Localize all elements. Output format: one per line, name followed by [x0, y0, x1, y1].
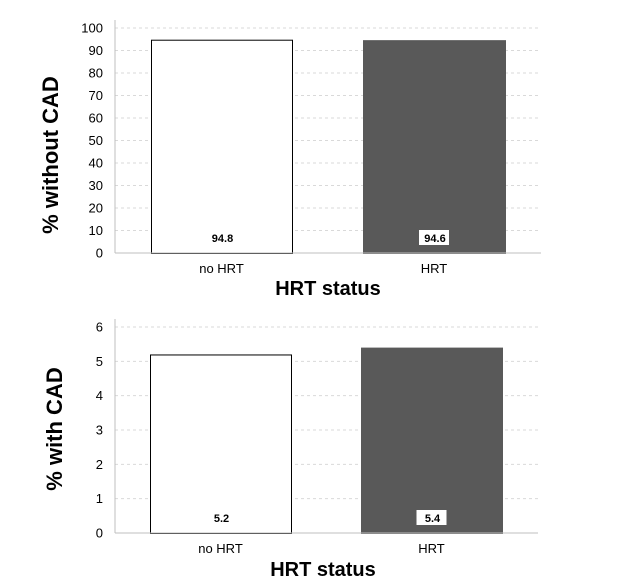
y-tick-label: 70: [89, 88, 103, 103]
y-tick-label: 0: [96, 246, 103, 261]
y-tick-label: 10: [89, 223, 103, 238]
chart-2-bars: [150, 347, 503, 535]
y-tick-label: 100: [81, 21, 103, 36]
chart-2-y-ticks: 0 1 2 3 4 5 6: [96, 320, 103, 541]
y-tick-label: 6: [96, 320, 103, 335]
bar: [151, 39, 293, 255]
y-tick-label: 1: [96, 491, 103, 506]
chart-2-gridlines: [115, 326, 538, 500]
x-tick-label: HRT: [421, 261, 448, 276]
y-tick-label: 30: [89, 178, 103, 193]
y-tick-label: 80: [89, 66, 103, 81]
y-tick-label: 3: [96, 423, 103, 438]
chart-1-y-axis-title: % without CAD: [38, 76, 63, 234]
y-tick-label: 20: [89, 201, 103, 216]
bar: [361, 347, 503, 534]
y-tick-label: 60: [89, 111, 103, 126]
chart-2-y-axis-title: % with CAD: [42, 367, 67, 490]
x-tick-label: no HRT: [199, 261, 244, 276]
y-tick-label: 4: [96, 388, 103, 403]
x-tick-label: no HRT: [198, 541, 243, 556]
chart-1-data-labels: 94.8 94.6: [212, 230, 449, 245]
data-label: 5.2: [214, 513, 229, 525]
y-tick-label: 90: [89, 43, 103, 58]
data-label: 94.6: [424, 233, 445, 245]
y-tick-label: 40: [89, 156, 103, 171]
chart-1-x-ticks: no HRT HRT: [199, 261, 447, 276]
chart-with-cad: 0 1 2 3 4 5 6 no HRT HRT 5.2 5.4 HRT status % wi…: [42, 319, 538, 581]
y-tick-label: 0: [96, 526, 103, 541]
data-label-box: [419, 230, 449, 245]
chart-2-x-ticks: no HRT HRT: [198, 541, 445, 556]
bar: [150, 354, 292, 535]
data-label: 94.8: [212, 233, 233, 245]
chart-1-bars: [151, 39, 506, 255]
x-tick-label: HRT: [418, 541, 445, 556]
chart-1-x-axis-title: HRT status: [275, 278, 381, 300]
data-label: 5.4: [425, 513, 441, 525]
chart-2-data-labels: 5.2 5.4: [214, 510, 447, 525]
y-tick-label: 5: [96, 354, 103, 369]
data-label-box: [416, 510, 447, 525]
chart-1-y-ticks: 0 10 20 30 40 50 60 70 80 90 100: [81, 21, 103, 261]
y-tick-label: 50: [89, 133, 103, 148]
bar: [363, 40, 506, 255]
y-tick-label: 2: [96, 457, 103, 472]
chart-2-x-axis-title: HRT status: [270, 559, 376, 581]
